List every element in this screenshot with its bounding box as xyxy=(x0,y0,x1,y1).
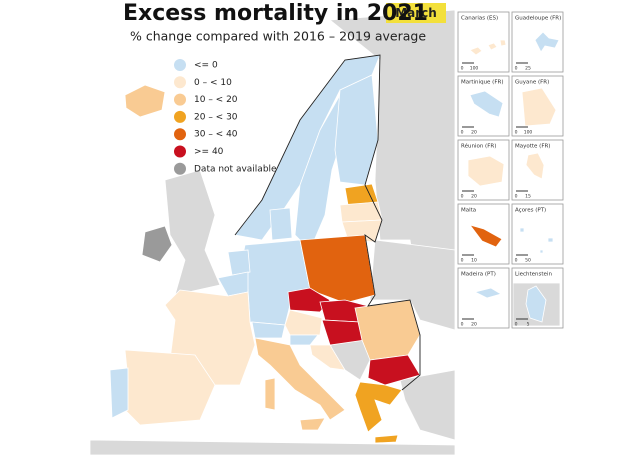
legend-swatch xyxy=(174,110,186,123)
scale-label: 0 xyxy=(461,130,464,136)
legend-label: Data not available xyxy=(194,164,277,174)
inset-frame xyxy=(457,203,510,265)
scale-label: 0 xyxy=(515,66,518,72)
inset-frame xyxy=(511,11,564,73)
scale-label: 100 xyxy=(470,66,479,72)
inset-frame xyxy=(457,139,510,201)
scale-label: 0 xyxy=(461,194,464,200)
countries xyxy=(109,54,421,444)
legend-label: 30 – < 40 xyxy=(194,130,238,140)
inset-label: Guyane (FR) xyxy=(515,80,549,86)
inset-frame xyxy=(511,267,564,329)
inset-frame xyxy=(457,267,510,329)
legend-label: 10 – < 20 xyxy=(194,95,238,105)
background-land xyxy=(89,9,456,455)
scale-label: 20 xyxy=(471,322,477,328)
inset-label: Açores (PT) xyxy=(515,208,546,214)
country-borders xyxy=(234,54,421,391)
scale-label: 50 xyxy=(525,258,531,264)
inset-label: Guadeloupe (FR) xyxy=(515,16,561,22)
scale-label: 25 xyxy=(525,66,531,72)
scale-label: 15 xyxy=(525,194,531,200)
period-badge xyxy=(386,3,446,23)
legend-swatch xyxy=(174,128,186,141)
scale-label: 10 xyxy=(471,258,477,264)
period: March xyxy=(395,6,437,20)
legend-swatch xyxy=(174,145,186,158)
inset-label: Liechtenstein xyxy=(515,272,552,278)
legend-label: >= 40 xyxy=(194,147,224,157)
inset-frame xyxy=(511,203,564,265)
inset-frame xyxy=(511,75,564,137)
scale-label: 20 xyxy=(471,194,477,200)
legend-swatch xyxy=(174,162,186,175)
inset-frame xyxy=(457,11,510,73)
legend-label: <= 0 xyxy=(194,61,218,71)
legend-swatch xyxy=(174,76,186,89)
scale-label: 0 xyxy=(461,258,464,264)
subtitle: % change compared with 2016 – 2019 avera… xyxy=(130,29,426,44)
scale-label: 5 xyxy=(527,322,530,328)
scale-label: 0 xyxy=(461,322,464,328)
legend-label: 20 – < 30 xyxy=(194,112,238,122)
title: Excess mortality in 2021 xyxy=(123,1,428,26)
inset-label: Madeira (PT) xyxy=(461,272,496,278)
scale-label: 20 xyxy=(471,130,477,136)
inset-label: Martinique (FR) xyxy=(461,80,503,86)
scale-label: 0 xyxy=(461,66,464,72)
legend-swatch xyxy=(174,59,186,71)
inset-frame xyxy=(457,75,510,137)
scale-label: 0 xyxy=(515,258,518,264)
inset-frame xyxy=(511,139,564,201)
inset-label: Mayotte (FR) xyxy=(515,144,550,150)
scale-label: 100 xyxy=(524,130,533,136)
inset-label: Canarias (ES) xyxy=(461,16,498,22)
scale-label: 0 xyxy=(515,130,518,136)
scale-label: 0 xyxy=(515,194,518,200)
legend: <= 0 0 – < 10 10 – < 20 20 – < 30 30 – < 40 >… xyxy=(174,59,277,175)
inset-label: Malta xyxy=(461,208,476,214)
legend-swatch xyxy=(174,93,186,106)
inset-islands xyxy=(467,31,561,327)
inset-label: Réunion (FR) xyxy=(461,143,496,150)
legend-label: 0 – < 10 xyxy=(194,78,232,88)
scale-label: 0 xyxy=(515,322,518,328)
